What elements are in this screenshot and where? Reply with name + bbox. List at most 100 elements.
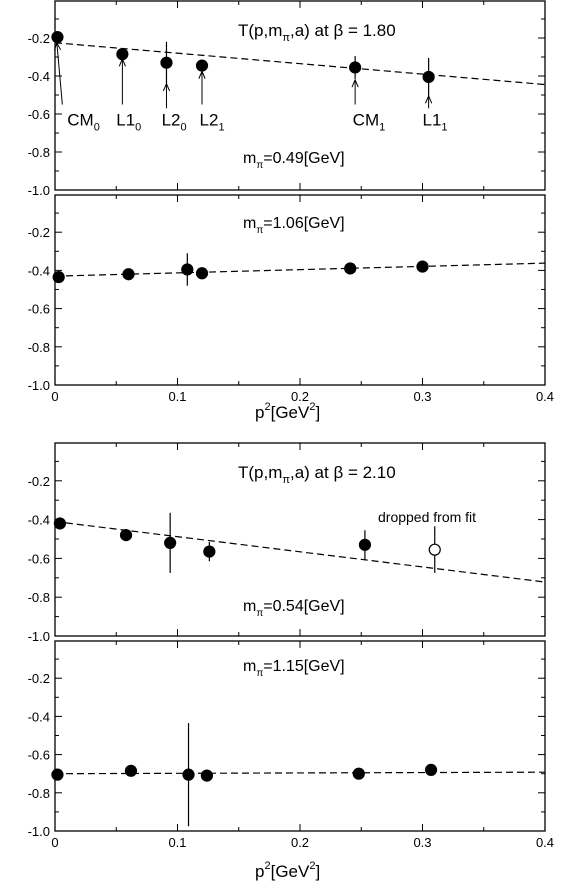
data-point [424,763,438,776]
data-point [124,764,138,777]
xlabel-p: p [255,862,264,881]
annotation-arrowhead [118,57,126,67]
annotation-sub: 1 [379,121,385,133]
annotation-arrowhead [425,94,433,104]
top-title-sub: π [282,32,290,44]
fit-line [54,771,546,775]
data-point [349,61,362,74]
x-tick-label: 0.4 [536,389,554,404]
data-point [119,529,133,542]
annotation-arrowhead [53,41,62,51]
fit-line [54,520,546,583]
x-tick-label: 0 [51,835,58,850]
x-tick-label: 0.2 [291,835,309,850]
xlabel-sup1: 2 [264,860,270,872]
panel-1: -1.0-0.8-0.6-0.4-0.2mπ=0.49[GeV]CM0 L10 L2… [28,0,546,198]
data-point [195,267,209,280]
panel-mass-label: mπ=0.49[GeV] [243,150,345,171]
annotation-label: L20 [162,110,187,133]
data-point [200,769,213,782]
xlabel-end: ] [315,403,320,422]
annotation-sub: 0 [135,121,141,133]
y-tick-label: -0.8 [28,340,50,355]
x-tick-label: 0.1 [168,835,186,850]
annotation-label: L10 [116,110,141,133]
y-tick-label: -0.6 [28,302,50,317]
fit-line [54,42,546,86]
data-point [160,56,173,69]
annotation-sub: 0 [94,121,100,133]
data-point [182,768,195,781]
data-point [416,260,429,273]
panel-mass-label: mπ=1.06[GeV] [243,215,345,236]
x-axis-label-top: p2[GeV2] [255,401,320,422]
annotation-sub: 1 [441,121,447,133]
mass-label-m: m [243,215,256,232]
x-tick-label: 0 [51,389,58,404]
annotation-main: L1 [116,110,135,129]
annotation-main: L2 [162,110,181,129]
mass-label-sub: π [256,668,263,679]
x-tick-label: 0.3 [413,835,431,850]
annotation-label: CM0 [67,110,100,133]
annotation-main: CM [353,110,379,129]
data-point [422,70,435,84]
annotation-main: L1 [423,110,442,129]
xlabel-sup2: 2 [309,860,315,872]
y-tick-label: -0.4 [28,709,50,724]
bottom-title-rest: ,a) at β = 2.10 [290,463,396,482]
data-point [122,268,135,281]
panel-mass-label: mπ=0.54[GeV] [243,598,345,619]
y-tick-label: -1.0 [28,183,50,198]
panel-mass-label: mπ=1.15[GeV] [243,658,345,679]
data-point-open [428,543,441,556]
mass-label-rest: =1.06[GeV] [263,215,344,232]
y-tick-label: -0.4 [28,263,50,278]
data-point [181,263,194,276]
xlabel-sup2: 2 [309,401,315,413]
panel-3: -1.0-0.8-0.6-0.4-0.2mπ=0.54[GeV]dropped … [28,442,546,644]
data-point [195,59,209,72]
y-tick-label: -0.2 [28,31,50,46]
data-point [51,30,64,44]
y-tick-label: -0.8 [28,786,50,801]
data-point [358,538,372,551]
annotation-arrowhead [351,78,359,88]
xlabel-sup1: 2 [264,401,270,413]
y-tick-label: -0.6 [28,748,50,763]
data-point [51,768,64,781]
y-tick-label: -0.8 [28,590,50,605]
xlabel-p: p [255,403,264,422]
bottom-block-title: T(p,mπ,a) at β = 2.10 [238,463,396,486]
mass-label-sub: π [256,225,263,236]
data-point [352,767,365,780]
annotation-main: L2 [200,110,219,129]
x-tick-label: 0.4 [536,835,554,850]
mass-label-rest: =0.54[GeV] [263,598,344,615]
xlabel-mid: [GeV [271,862,310,881]
mass-label-rest: =1.15[GeV] [263,658,344,675]
data-point [203,545,216,558]
top-title-rest: ,a) at β = 1.80 [290,21,396,40]
xlabel-end: ] [315,862,320,881]
data-point [53,517,67,530]
y-tick-label: -0.2 [28,671,50,686]
y-tick-label: -1.0 [28,824,50,839]
panel-4: -1.0 -0.8 -0.6 -0.4 -0.2 0 0.1 0.2 0.3 0.4 mπ=1.15… [28,640,554,850]
x-tick-label: 0.3 [413,389,431,404]
xlabel-mid: [GeV [271,403,310,422]
top-block-title: T(p,mπ,a) at β = 1.80 [238,21,396,44]
mass-label-m: m [243,658,256,675]
y-tick-label: -0.2 [28,474,50,489]
mass-label-sub: π [256,608,263,619]
annotation-arrow [56,42,63,105]
y-tick-label: -0.4 [28,513,50,528]
annotation-sub: 1 [218,121,224,133]
mass-label-rest: =0.49[GeV] [263,150,344,167]
y-tick-label: -0.2 [28,225,50,240]
data-point [164,536,177,549]
annotation-label: CM1 [353,110,386,133]
bottom-title-main: T(p,m [238,463,282,482]
y-tick-label: -0.4 [28,69,50,84]
